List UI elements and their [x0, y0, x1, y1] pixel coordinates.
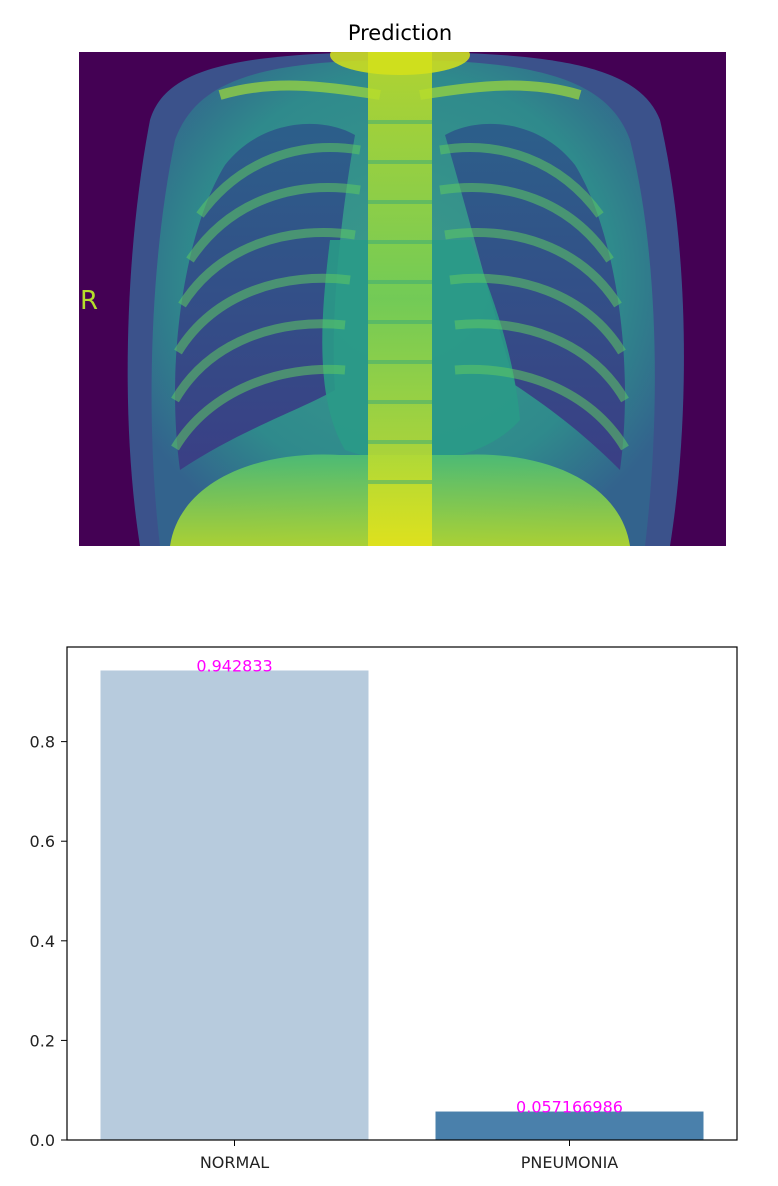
y-tick-label: 0.4	[30, 932, 55, 951]
x-tick-label-pneumonia: PNEUMONIA	[521, 1153, 619, 1172]
value-label-pneumonia: 0.057166986	[516, 1098, 623, 1117]
y-tick-label: 0.2	[30, 1031, 55, 1050]
plot-frame	[66, 646, 738, 1141]
y-tick-label: 0.0	[30, 1131, 55, 1150]
image-title: Prediction	[348, 21, 452, 45]
bar-normal	[100, 670, 369, 1140]
xray-side-marker: R	[80, 286, 98, 316]
bar-pneumonia	[435, 1111, 704, 1140]
x-tick-label-normal: NORMAL	[200, 1153, 269, 1172]
chest-xray-image: R	[79, 52, 726, 546]
y-tick-label: 0.8	[30, 733, 55, 752]
y-tick-label: 0.6	[30, 832, 55, 851]
value-label-normal: 0.942833	[196, 656, 272, 675]
bar-chart: 0.942833 0.057166986 0.0 0.2 0.4 0.6 0.8 NORM…	[30, 646, 738, 1172]
